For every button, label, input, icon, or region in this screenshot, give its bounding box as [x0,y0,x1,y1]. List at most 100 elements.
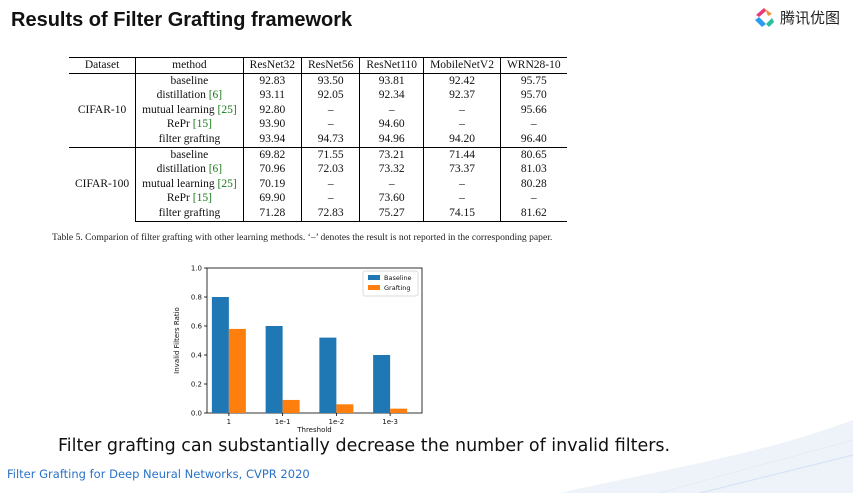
value-cell: 92.83 [242,73,302,89]
value-cell: 72.83 [301,205,360,222]
citation-link[interactable]: [15] [192,192,212,205]
value-cell: – [499,117,567,132]
citation-link[interactable]: [6] [208,89,223,102]
x-axis-label: Threshold [296,426,332,434]
value-cell: 95.66 [499,102,567,118]
value-cell: 72.03 [301,162,360,177]
value-cell: 71.44 [423,146,501,163]
table-row: distillation [6] 70.96 72.03 73.32 73.37 81.0… [69,162,567,177]
y-tick-label: 1.0 [191,265,202,273]
method-cell: distillation [6] [135,162,244,177]
value-cell: 71.28 [242,205,302,222]
method-cell: filter grafting [135,205,244,222]
legend-swatch-grafting [368,285,380,290]
citation-link[interactable]: [6] [208,163,223,176]
value-cell: 92.80 [242,102,302,118]
value-cell: – [301,117,360,132]
value-cell: 71.55 [301,146,360,163]
method-label: RePr [166,192,193,205]
value-cell: 92.34 [359,88,424,103]
method-cell: baseline [135,146,244,163]
bar-grafting-1e-2 [336,404,354,413]
value-cell: 73.60 [359,191,424,206]
value-cell: 73.37 [423,162,501,177]
value-cell: 74.15 [423,205,501,222]
logo: 腾讯优图 [752,5,840,29]
slide-statement: Filter grafting can substantially decrea… [58,436,671,456]
value-cell: – [359,102,424,118]
value-cell: – [499,191,567,206]
table-row: distillation [6] 93.11 92.05 92.34 92.37 95.7… [69,88,567,103]
value-cell: 96.40 [499,131,567,148]
dataset-cell: CIFAR-10 [77,103,127,116]
logo-text: 腾讯优图 [780,8,841,27]
method-cell: RePr [15] [135,117,244,132]
invalid-filters-bar-chart: 0.0 0.2 0.4 0.6 0.8 1.0 1 1e-1 1e-2 1e-3 Threshold… [173,265,423,434]
citation-link[interactable]: [25] [217,177,237,190]
value-cell: 70.19 [242,176,302,192]
table-header-cell: method [135,57,244,74]
y-tick-label: 0.8 [191,294,202,302]
dataset-cell: CIFAR-100 [69,146,136,222]
value-cell: 95.75 [499,73,567,89]
table-caption: Table 5. Comparion of filter grafting wi… [52,232,553,243]
table-row: filter grafting 93.94 94.73 94.96 94.20 96.40 [69,131,567,148]
table-row: mutual learning [25] 70.19– – –80.28 [69,176,567,192]
bar-baseline-1 [211,297,229,413]
table-header-row: Dataset method ResNet32 ResNet56 ResNet1… [69,57,567,74]
table-group: CIFAR-100 baseline 69.82 71.55 73.21 71.44 80.… [69,146,567,222]
value-cell: 93.11 [242,88,302,103]
value-cell: 94.73 [301,131,360,148]
method-label: filter grafting [158,206,221,219]
slide-title: Results of Filter Grafting framework [11,9,353,31]
value-cell: 93.50 [301,73,360,89]
legend-swatch-baseline [368,275,380,280]
value-cell: – [301,102,360,118]
table-row: RePr [15] 93.90–94.60– – [69,117,567,132]
x-tick-label: 1 [227,418,231,426]
value-cell: – [301,191,360,206]
bar-baseline-1e-1 [265,326,283,413]
method-label: baseline [170,74,209,87]
table-group: CIFAR-10 baseline 92.83 93.50 93.81 92.42 95.7… [69,73,567,148]
citation-link[interactable]: [15] [192,118,212,131]
bar-grafting-1 [228,328,246,413]
value-cell: 70.96 [242,162,302,177]
method-label: RePr [166,118,193,131]
table-row: filter grafting 71.28 72.83 75.27 74.15 81.62 [69,205,567,222]
method-label: baseline [170,148,209,161]
table-header-cell: WRN28-10 [499,57,567,74]
value-cell: 73.21 [359,146,424,163]
chart-plot-frame [206,267,423,414]
x-tick-label: 1e-2 [329,418,345,426]
value-cell: – [423,117,501,132]
value-cell: – [423,176,501,192]
table-header-cell: ResNet56 [301,57,360,74]
legend-label-baseline: Baseline [384,274,412,282]
citation-link[interactable]: [25] [217,103,237,116]
tencent-youtu-logo-icon [755,8,774,27]
value-cell: 93.94 [242,131,302,148]
table-row: mutual learning [25] 92.80– – –95.66 [69,102,567,118]
footer-citation: Filter Grafting for Deep Neural Networks… [7,467,310,481]
legend-label-grafting: Grafting [384,284,410,292]
x-tick-label: 1e-1 [275,418,291,426]
value-cell: 80.65 [499,146,567,163]
table-row: CIFAR-10 baseline 92.83 93.50 93.81 92.42 95.7… [69,73,567,116]
value-cell: 95.70 [499,88,567,103]
bar-grafting-1e-3 [390,408,408,413]
value-cell: 92.37 [423,88,501,103]
value-cell: 81.03 [499,162,567,177]
value-cell: 69.90 [242,191,302,206]
table-header-cell: ResNet110 [359,57,424,74]
y-tick-label: 0.4 [191,352,203,360]
bar-baseline-1e-2 [319,337,337,413]
y-tick-label: 0.2 [191,381,202,389]
method-label: mutual learning [142,103,218,116]
value-cell: 93.81 [359,73,424,89]
value-cell: – [423,191,501,206]
table-header-cell: ResNet32 [242,57,302,74]
table-row: CIFAR-100 baseline 69.82 71.55 73.21 71.44 80.… [69,146,567,222]
value-cell: 92.42 [423,73,501,89]
